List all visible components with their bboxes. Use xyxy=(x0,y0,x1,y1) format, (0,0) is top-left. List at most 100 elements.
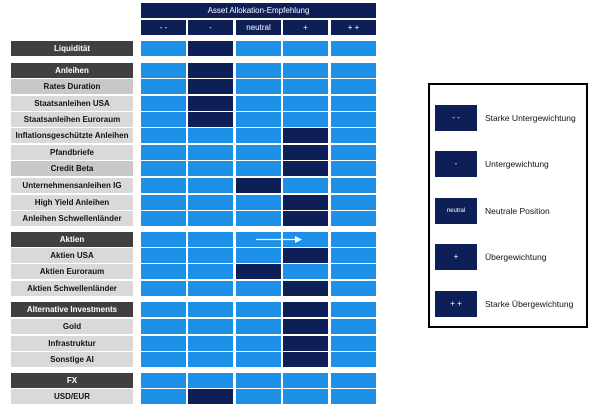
rating-cell-selected xyxy=(283,145,328,160)
rating-cell xyxy=(141,96,186,111)
row-label: Credit Beta xyxy=(11,161,133,176)
rating-cell xyxy=(236,161,281,176)
rating-cell xyxy=(141,248,186,263)
rating-cell xyxy=(236,248,281,263)
rating-cell xyxy=(283,264,328,279)
rating-cell xyxy=(236,302,281,317)
row-label: USD/EUR xyxy=(11,389,133,404)
rating-cell xyxy=(141,319,186,334)
rating-cell xyxy=(331,248,376,263)
rating-cell xyxy=(283,96,328,111)
rating-cell-selected xyxy=(283,248,328,263)
section-label: Liquidität xyxy=(11,41,133,56)
rating-cell xyxy=(141,128,186,143)
rating-cell-selected xyxy=(283,195,328,210)
rating-cell xyxy=(141,373,186,388)
rating-cell xyxy=(141,195,186,210)
legend-text: Untergewichtung xyxy=(485,159,549,169)
rating-cell xyxy=(331,373,376,388)
rating-cell xyxy=(188,145,233,160)
rating-cell xyxy=(236,373,281,388)
rating-cell xyxy=(283,178,328,193)
row-label: Sonstige AI xyxy=(11,352,133,367)
rating-cell xyxy=(236,352,281,367)
rating-cell xyxy=(141,211,186,226)
row-label: Gold xyxy=(11,319,133,334)
rating-cell xyxy=(188,248,233,263)
legend-symbol: neutral xyxy=(435,198,477,224)
rating-cell xyxy=(141,161,186,176)
rating-cell xyxy=(331,112,376,127)
section-label: Aktien xyxy=(11,232,133,247)
row-label: Aktien Schwellenländer xyxy=(11,281,133,296)
rating-cell xyxy=(236,41,281,56)
rating-cell xyxy=(283,373,328,388)
rating-cell xyxy=(236,389,281,404)
rating-cell xyxy=(283,63,328,78)
rating-cell xyxy=(283,389,328,404)
section-label: Anleihen xyxy=(11,63,133,78)
rating-cell xyxy=(331,352,376,367)
rating-cell-selected xyxy=(283,302,328,317)
column-header: - - xyxy=(141,20,186,35)
rating-cell xyxy=(141,302,186,317)
rating-cell-selected xyxy=(283,319,328,334)
rating-cell-selected xyxy=(188,96,233,111)
rating-cell xyxy=(141,232,186,247)
rating-cell-selected xyxy=(283,211,328,226)
rating-cell-selected xyxy=(188,63,233,78)
rating-cell xyxy=(188,195,233,210)
rating-cell-selected xyxy=(283,161,328,176)
legend-symbol: + + xyxy=(435,291,477,317)
legend-text: Starke Untergewichtung xyxy=(485,113,576,123)
allocation-title: Asset Allokation-Empfehlung xyxy=(141,3,376,18)
legend-text: Neutrale Position xyxy=(485,206,550,216)
rating-cell xyxy=(236,63,281,78)
rating-cell xyxy=(236,112,281,127)
rating-cell xyxy=(331,211,376,226)
rating-cell xyxy=(236,336,281,351)
rating-cell xyxy=(331,145,376,160)
rating-cell xyxy=(188,232,233,247)
rating-cell xyxy=(188,373,233,388)
rating-cell xyxy=(141,112,186,127)
rating-cell xyxy=(141,178,186,193)
rating-cell xyxy=(283,41,328,56)
rating-cell-selected xyxy=(283,281,328,296)
rating-cell xyxy=(141,352,186,367)
rating-cell xyxy=(141,63,186,78)
rating-cell-selected xyxy=(283,128,328,143)
rating-cell xyxy=(141,145,186,160)
rating-cell-selected xyxy=(236,264,281,279)
rating-cell xyxy=(331,41,376,56)
rating-cell-selected xyxy=(188,389,233,404)
rating-cell xyxy=(283,79,328,94)
rating-cell xyxy=(188,319,233,334)
rating-cell xyxy=(188,178,233,193)
rating-cell xyxy=(188,211,233,226)
rating-cell-selected xyxy=(188,79,233,94)
rating-cell xyxy=(188,161,233,176)
legend-text: Starke Übergewichtung xyxy=(485,299,574,309)
rating-cell xyxy=(236,79,281,94)
rating-cell xyxy=(188,128,233,143)
rating-cell xyxy=(236,211,281,226)
rating-cell xyxy=(188,336,233,351)
row-label: Pfandbriefe xyxy=(11,145,133,160)
rating-cell-selected xyxy=(188,112,233,127)
rating-cell xyxy=(188,281,233,296)
row-label: Unternehmensanleihen IG xyxy=(11,178,133,193)
rating-cell xyxy=(331,232,376,247)
rating-cell xyxy=(283,112,328,127)
section-label: FX xyxy=(11,373,133,388)
rating-cell xyxy=(236,195,281,210)
rating-cell xyxy=(331,79,376,94)
row-label: Rates Duration xyxy=(11,79,133,94)
column-header: neutral xyxy=(236,20,281,35)
rating-cell xyxy=(331,264,376,279)
rating-cell xyxy=(331,319,376,334)
rating-cell xyxy=(141,389,186,404)
rating-cell xyxy=(236,319,281,334)
rating-cell xyxy=(331,63,376,78)
